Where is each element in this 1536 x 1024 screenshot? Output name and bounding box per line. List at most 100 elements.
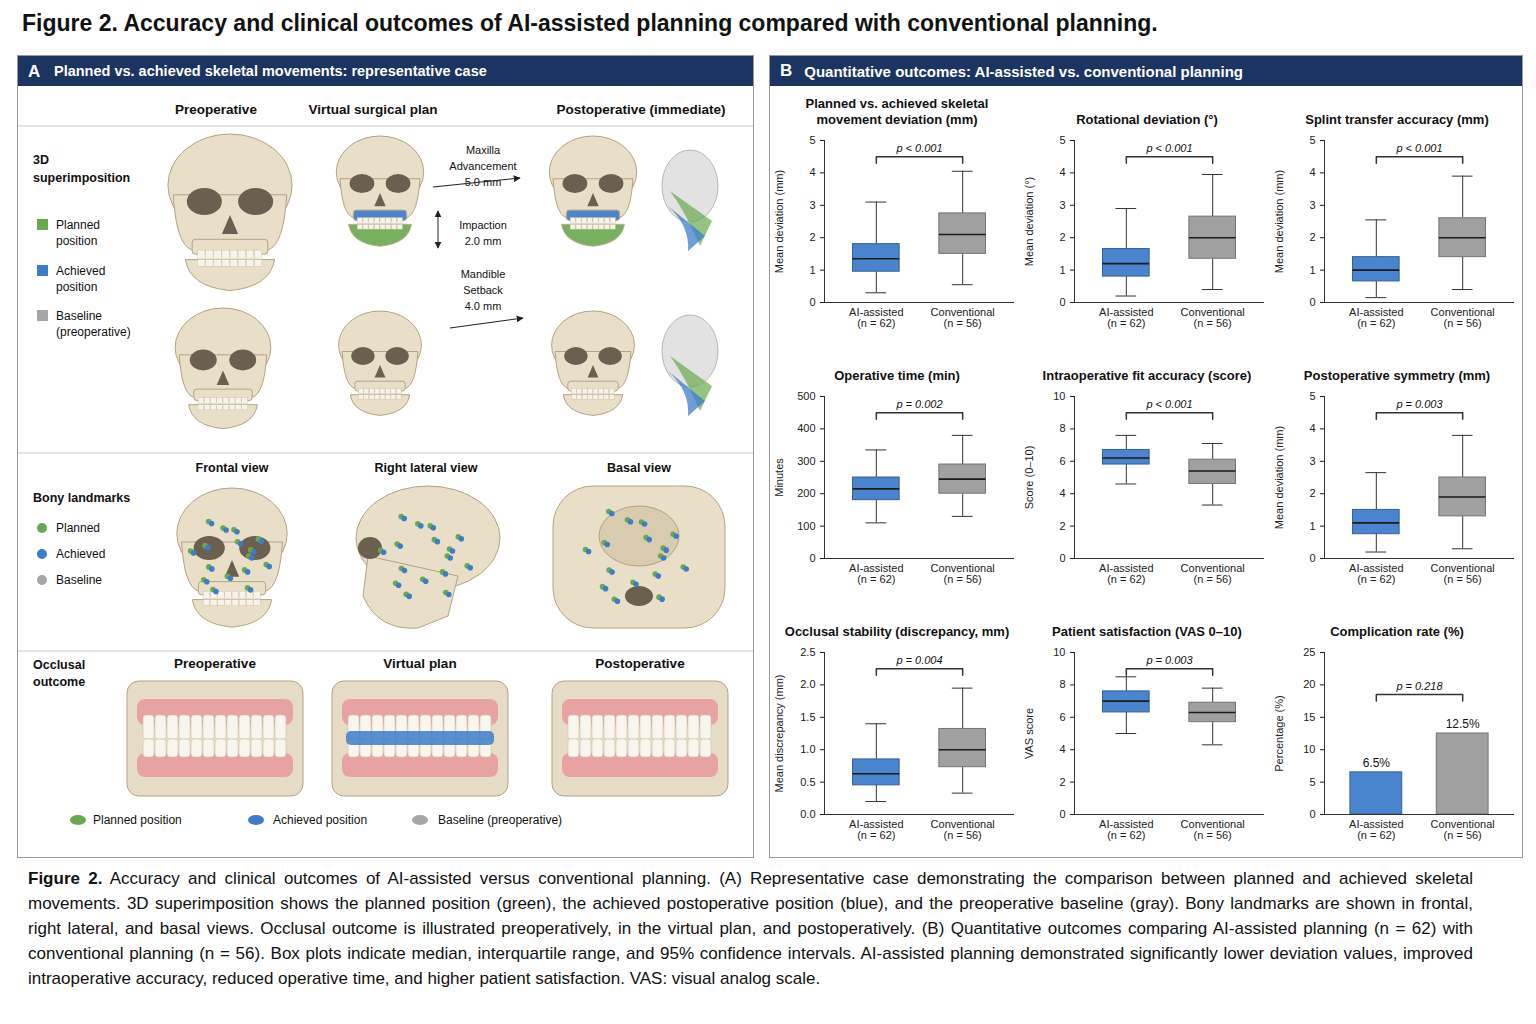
svg-text:2.0 mm: 2.0 mm <box>465 235 502 247</box>
svg-text:Impaction: Impaction <box>459 219 507 231</box>
svg-text:5: 5 <box>809 134 815 146</box>
svg-text:1: 1 <box>1059 264 1065 276</box>
svg-text:Advancement: Advancement <box>449 160 516 172</box>
svg-text:VAS score: VAS score <box>1023 708 1035 759</box>
svg-text:Mandible: Mandible <box>461 268 506 280</box>
svg-text:4.0 mm: 4.0 mm <box>465 300 502 312</box>
svg-text:superimposition: superimposition <box>33 171 130 185</box>
svg-text:Setback: Setback <box>463 284 503 296</box>
svg-text:8: 8 <box>1059 422 1065 434</box>
svg-text:25: 25 <box>1303 646 1315 658</box>
svg-text:Baseline: Baseline <box>56 309 102 323</box>
svg-text:Virtual surgical plan: Virtual surgical plan <box>309 102 438 117</box>
svg-text:2: 2 <box>1309 487 1315 499</box>
svg-text:Postoperative: Postoperative <box>595 656 685 671</box>
svg-text:3: 3 <box>1059 199 1065 211</box>
svg-text:6: 6 <box>1059 711 1065 723</box>
svg-text:AI-assisted(n = 62): AI-assisted(n = 62) <box>849 562 903 585</box>
svg-text:Postoperative (immediate): Postoperative (immediate) <box>557 102 726 117</box>
svg-text:Maxilla: Maxilla <box>466 144 501 156</box>
svg-text:4: 4 <box>1059 487 1065 499</box>
svg-text:10: 10 <box>1053 646 1065 658</box>
svg-text:Achieved: Achieved <box>56 264 105 278</box>
svg-text:10: 10 <box>1303 743 1315 755</box>
svg-text:Conventional(n = 56): Conventional(n = 56) <box>1181 818 1245 841</box>
svg-text:2.0: 2.0 <box>800 678 815 690</box>
svg-text:Conventional(n = 56): Conventional(n = 56) <box>931 818 995 841</box>
svg-text:Planned: Planned <box>56 521 100 535</box>
svg-text:Right lateral view: Right lateral view <box>375 461 478 475</box>
svg-text:Planned vs. achieved skeletal: Planned vs. achieved skeletal movements:… <box>54 63 487 79</box>
svg-text:Mean deviation (mm): Mean deviation (mm) <box>1273 170 1285 273</box>
svg-text:Conventional(n = 56): Conventional(n = 56) <box>931 562 995 585</box>
svg-text:5: 5 <box>1309 776 1315 788</box>
svg-text:Conventional(n = 56): Conventional(n = 56) <box>931 306 995 329</box>
svg-text:5: 5 <box>1309 390 1315 402</box>
svg-text:400: 400 <box>797 422 815 434</box>
svg-text:1: 1 <box>809 264 815 276</box>
svg-text:3: 3 <box>1309 199 1315 211</box>
svg-text:Mean deviation (°): Mean deviation (°) <box>1023 177 1035 266</box>
svg-text:Preoperative: Preoperative <box>175 102 257 117</box>
svg-text:AI-assisted(n = 62): AI-assisted(n = 62) <box>1099 306 1153 329</box>
svg-text:4: 4 <box>1309 422 1315 434</box>
svg-text:p = 0.004: p = 0.004 <box>895 654 942 666</box>
svg-text:0: 0 <box>1309 808 1315 820</box>
svg-text:0.5: 0.5 <box>800 776 815 788</box>
svg-text:300: 300 <box>797 455 815 467</box>
svg-text:p < 0.001: p < 0.001 <box>1395 142 1442 154</box>
svg-text:p < 0.001: p < 0.001 <box>895 142 942 154</box>
svg-text:p = 0.002: p = 0.002 <box>895 398 942 410</box>
svg-text:1.5: 1.5 <box>800 711 815 723</box>
svg-text:A: A <box>28 62 40 81</box>
svg-text:2: 2 <box>1309 231 1315 243</box>
svg-text:Bony landmarks: Bony landmarks <box>33 491 130 505</box>
svg-text:5: 5 <box>1059 134 1065 146</box>
svg-text:Baseline (preoperative): Baseline (preoperative) <box>438 813 562 827</box>
svg-text:3: 3 <box>1309 455 1315 467</box>
svg-text:2: 2 <box>809 231 815 243</box>
svg-text:Score (0–10): Score (0–10) <box>1023 446 1035 510</box>
svg-text:4: 4 <box>1059 166 1065 178</box>
svg-text:Mean discrepancy (mm): Mean discrepancy (mm) <box>773 675 785 793</box>
svg-text:Achieved position: Achieved position <box>273 813 367 827</box>
svg-text:AI-assisted(n = 62): AI-assisted(n = 62) <box>1349 562 1403 585</box>
svg-text:p < 0.001: p < 0.001 <box>1145 142 1192 154</box>
svg-text:12.5%: 12.5% <box>1446 717 1480 731</box>
svg-text:Conventional(n = 56): Conventional(n = 56) <box>1431 306 1495 329</box>
svg-text:1.0: 1.0 <box>800 743 815 755</box>
svg-text:Mean deviation (mm): Mean deviation (mm) <box>773 170 785 273</box>
svg-text:2: 2 <box>1059 231 1065 243</box>
svg-text:Frontal view: Frontal view <box>196 461 269 475</box>
svg-text:4: 4 <box>1059 743 1065 755</box>
svg-text:20: 20 <box>1303 678 1315 690</box>
svg-text:1: 1 <box>1309 520 1315 532</box>
svg-text:position: position <box>56 234 97 248</box>
svg-text:Conventional(n = 56): Conventional(n = 56) <box>1181 562 1245 585</box>
svg-text:Preoperative: Preoperative <box>174 656 256 671</box>
svg-text:0: 0 <box>809 552 815 564</box>
svg-text:3: 3 <box>809 199 815 211</box>
svg-text:Conventional(n = 56): Conventional(n = 56) <box>1181 306 1245 329</box>
svg-text:Virtual plan: Virtual plan <box>383 656 456 671</box>
svg-text:AI-assisted(n = 62): AI-assisted(n = 62) <box>849 306 903 329</box>
svg-text:500: 500 <box>797 390 815 402</box>
svg-text:4: 4 <box>1309 166 1315 178</box>
svg-text:4: 4 <box>809 166 815 178</box>
svg-text:Planned: Planned <box>56 218 100 232</box>
svg-text:0.0: 0.0 <box>800 808 815 820</box>
svg-text:0: 0 <box>1059 552 1065 564</box>
svg-text:2: 2 <box>1059 776 1065 788</box>
svg-text:100: 100 <box>797 520 815 532</box>
svg-text:outcome: outcome <box>33 675 85 689</box>
svg-text:15: 15 <box>1303 711 1315 723</box>
svg-text:AI-assisted(n = 62): AI-assisted(n = 62) <box>1349 818 1403 841</box>
svg-text:2: 2 <box>1059 520 1065 532</box>
svg-text:Achieved: Achieved <box>56 547 105 561</box>
svg-text:10: 10 <box>1053 390 1065 402</box>
svg-text:AI-assisted(n = 62): AI-assisted(n = 62) <box>849 818 903 841</box>
svg-text:Mean deviation (mm): Mean deviation (mm) <box>1273 426 1285 529</box>
svg-text:3D: 3D <box>33 153 49 167</box>
svg-text:1: 1 <box>1309 264 1315 276</box>
svg-text:2.5: 2.5 <box>800 646 815 658</box>
